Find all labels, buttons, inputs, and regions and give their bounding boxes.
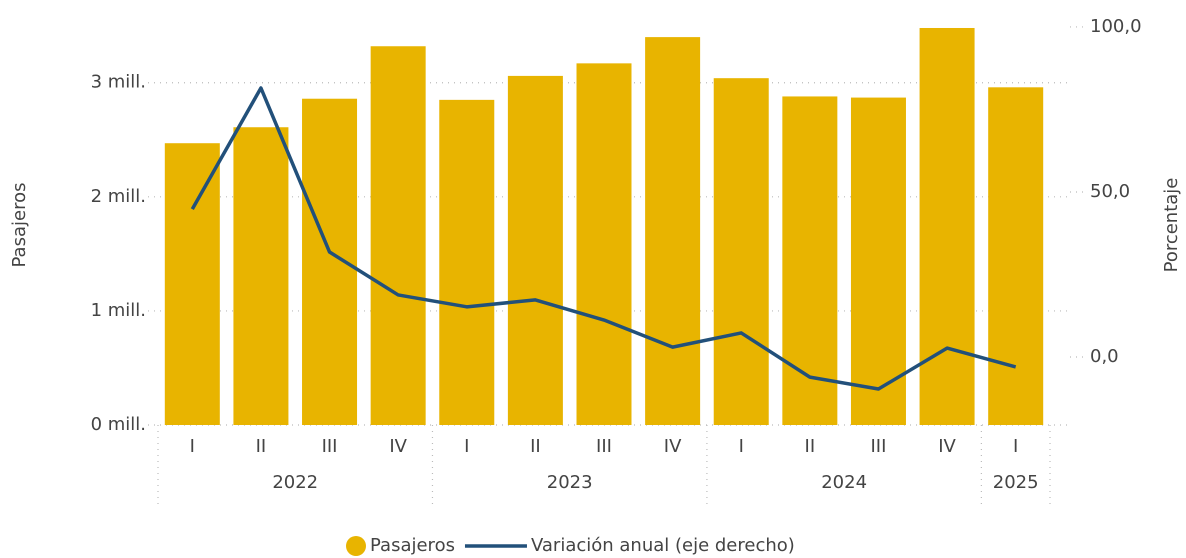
legend-label: Variación anual (eje derecho) bbox=[531, 535, 795, 556]
x-tick-label: I bbox=[1013, 436, 1018, 457]
bar bbox=[370, 46, 426, 425]
bar bbox=[576, 63, 632, 425]
bar bbox=[164, 143, 220, 425]
y2-tick-label: 50,0 bbox=[1090, 181, 1130, 202]
bar bbox=[713, 78, 769, 425]
x-tick-label: II bbox=[805, 436, 816, 457]
x-tick-label: I bbox=[190, 436, 195, 457]
x-tick-label: III bbox=[870, 436, 886, 457]
x-tick-label: II bbox=[256, 436, 267, 457]
x-tick-label: I bbox=[739, 436, 744, 457]
y-tick-label: 3 mill. bbox=[91, 72, 146, 93]
y2-axis-title: Porcentaje bbox=[1161, 178, 1182, 273]
bar bbox=[782, 96, 838, 426]
y-tick-label: 2 mill. bbox=[91, 186, 146, 207]
x-group-label: 2022 bbox=[272, 472, 318, 493]
legend-label: Pasajeros bbox=[370, 535, 455, 556]
line bbox=[190, 86, 1017, 391]
bar bbox=[233, 127, 289, 425]
x-tick-label: II bbox=[530, 436, 541, 457]
x-tick-label: I bbox=[464, 436, 469, 457]
bar bbox=[439, 99, 495, 425]
bar bbox=[850, 97, 906, 426]
x-group-label: 2023 bbox=[547, 472, 593, 493]
x-tick-label: III bbox=[596, 436, 612, 457]
x-group-label: 2024 bbox=[821, 472, 867, 493]
x-group-label: 2025 bbox=[993, 472, 1039, 493]
y-axis-title: Pasajeros bbox=[9, 183, 30, 268]
x-tick-label: IV bbox=[389, 436, 407, 457]
bar bbox=[645, 37, 701, 426]
bar bbox=[507, 75, 563, 426]
y2-tick-label: 0,0 bbox=[1090, 346, 1119, 367]
x-tick-label: III bbox=[322, 436, 338, 457]
y-tick-label: 1 mill. bbox=[91, 300, 146, 321]
x-tick-label: IV bbox=[664, 436, 682, 457]
y-tick-label: 0 mill. bbox=[91, 414, 146, 435]
x-tick-label: IV bbox=[938, 436, 956, 457]
y2-tick-label: 100,0 bbox=[1090, 16, 1142, 37]
legend-swatch bbox=[346, 536, 366, 556]
bar bbox=[302, 98, 358, 425]
bar bbox=[988, 87, 1044, 425]
bar bbox=[919, 27, 975, 426]
